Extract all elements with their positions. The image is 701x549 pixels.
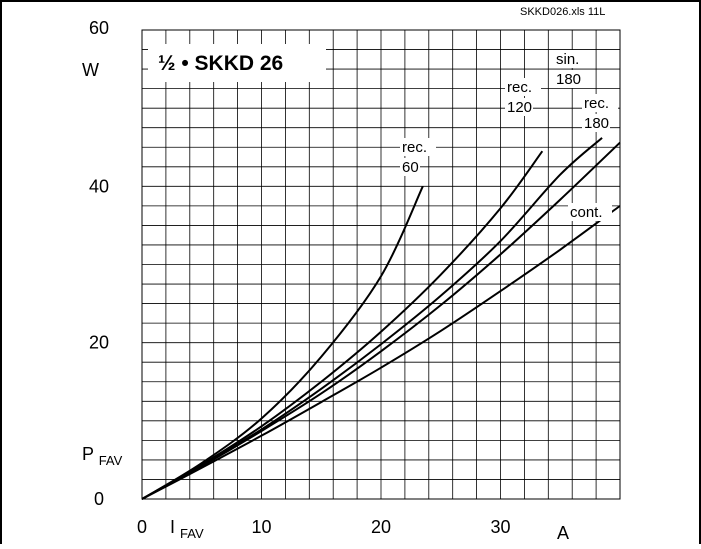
x-axis-subscript: FAV [180,526,204,541]
curve-label-0: rec. [402,139,427,156]
curves [141,137,621,500]
y-tick-label: 60 [89,18,109,38]
y-tick-label: 40 [89,176,109,196]
title-box [148,44,326,82]
x-tick-label: 20 [371,517,391,537]
y-unit-label: W [82,60,99,80]
y-axis-symbol: P FAV [82,444,123,468]
curve-label-bg [505,78,541,96]
x-axis-label: I [170,517,175,537]
x-axis-symbol: I FAV [170,517,204,541]
curve-label-bg [582,94,618,112]
curve-label-bg [568,203,612,221]
curve-4 [141,205,621,500]
curve-label-2: 180 [556,71,581,88]
y-axis-subscript: FAV [99,453,123,468]
plot-frame [141,29,621,500]
x-tick-label: 10 [251,517,271,537]
curve-1 [141,150,544,500]
curve-0 [141,185,424,500]
chart-title: ½ • SKKD 26 [158,52,283,75]
curve-label-3: rec. [584,95,609,112]
curve-label-2: sin. [556,51,579,68]
curve-label-bg [505,98,533,116]
curve-label-3: 180 [584,115,609,132]
x-tick-label: 0 [137,517,147,537]
x-tick-label: 30 [490,517,510,537]
curve-label-bg [400,158,420,176]
curve-label-bg [554,70,582,88]
y-axis-label: P [82,444,94,464]
curve-label-1: 120 [507,99,532,116]
y-tick-label: 0 [94,489,104,509]
curve-3 [141,141,621,500]
curve-2 [141,137,603,500]
x-unit-label: A [557,523,569,543]
curve-label-bg [400,138,436,156]
curve-label-1: rec. [507,79,532,96]
file-label: SKKD026.xls 11L [520,6,605,18]
curve-label-0: 60 [402,159,419,176]
grid [142,30,620,499]
curve-label-bg [582,114,610,132]
y-tick-label: 20 [89,333,109,353]
curve-label-4: cont. [570,204,603,221]
curve-label-bg [554,50,590,68]
tick-labels: 0 10 20 30 0 20 40 60 [89,18,511,537]
